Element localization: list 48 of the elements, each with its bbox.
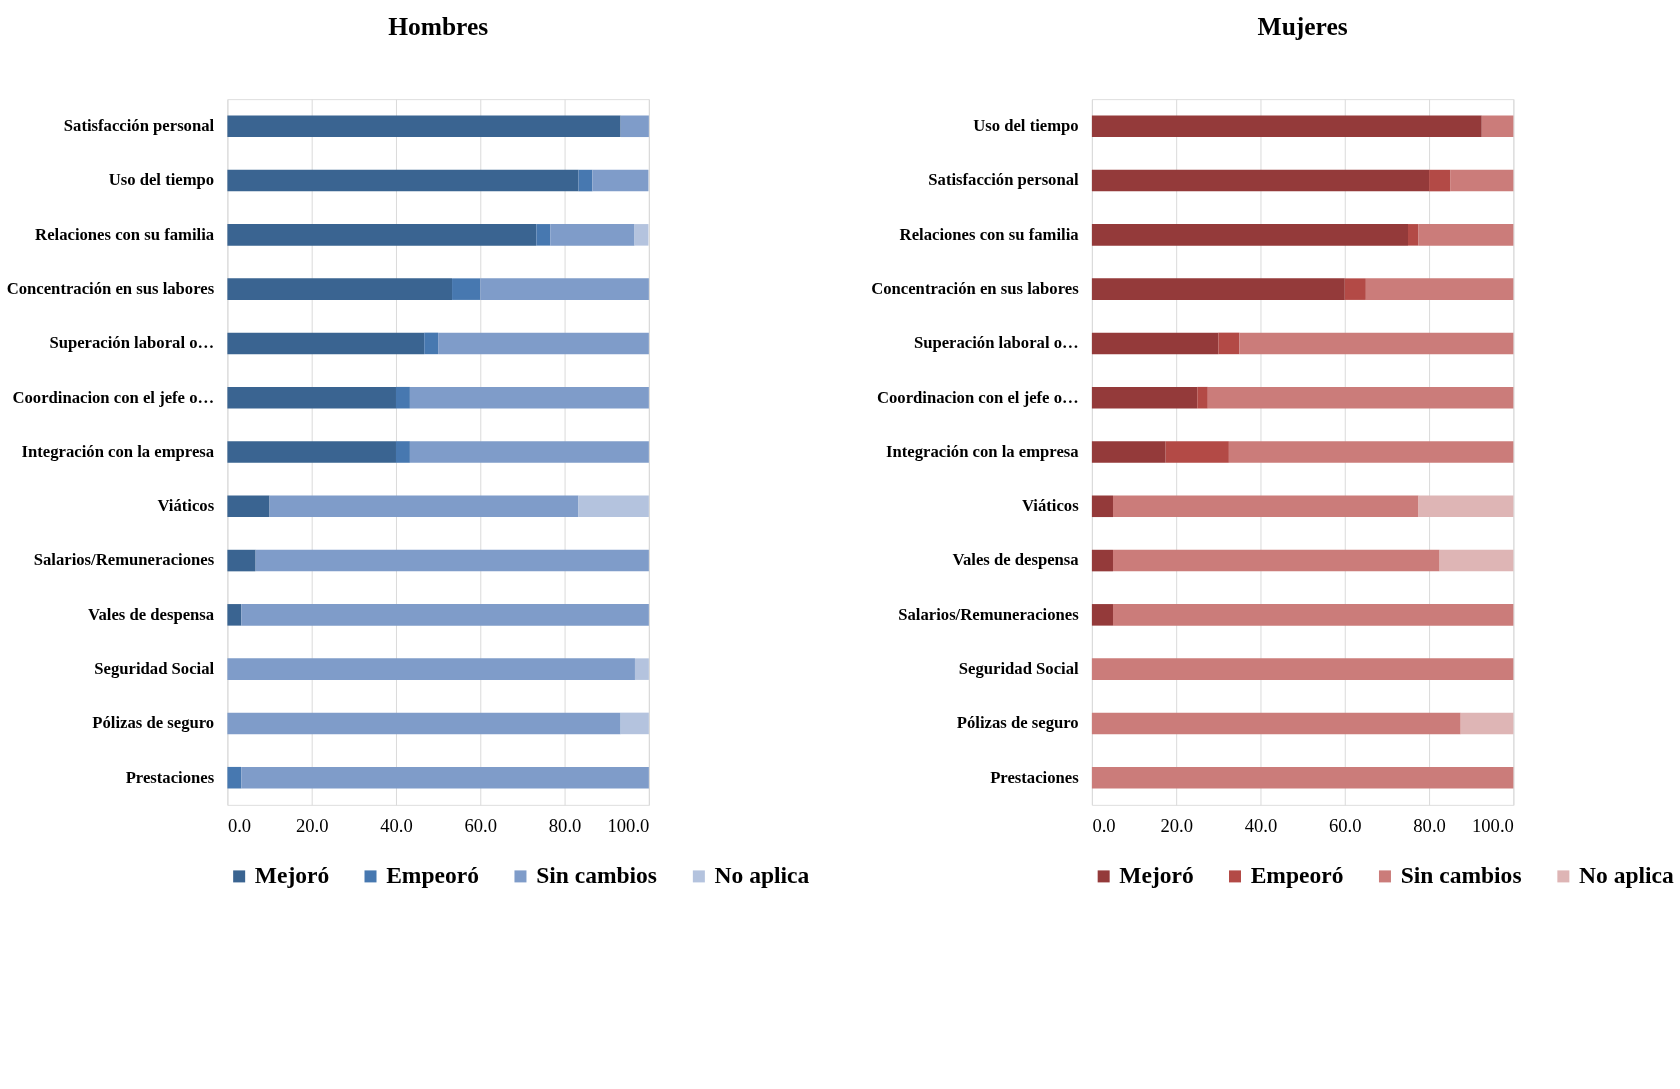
legend-label: Mejoró [1119, 862, 1194, 889]
y-tick-label: Pólizas de seguro [92, 713, 215, 733]
y-tick-label: Uso del tiempo [973, 116, 1079, 136]
x-tick-label: 0.0 [227, 814, 252, 836]
x-tick-label: 20.0 [1160, 814, 1193, 836]
y-tick-label: Coordinacion con el jefe o… [876, 387, 1079, 407]
y-tick-label: Vales de despensa [952, 550, 1080, 570]
y-tick-label: Pólizas de seguro [956, 713, 1079, 733]
legend-label: Sin cambios [536, 862, 658, 889]
y-tick-label: Satisfacción personal [928, 170, 1080, 190]
y-tick-label: Superación laboral o… [49, 333, 215, 353]
y-tick-label: Viáticos [157, 496, 215, 516]
legend-label: Mejoró [254, 862, 330, 889]
x-tick-label: 60.0 [1328, 814, 1362, 836]
x-tick-label: 40.0 [1244, 814, 1278, 836]
y-tick-label: Prestaciones [990, 767, 1080, 787]
chart-title: Hombres [388, 12, 489, 42]
y-tick-label: Integración con la empresa [886, 441, 1080, 461]
x-tick-label: 40.0 [380, 814, 413, 836]
legend-label: Empeoró [386, 862, 479, 889]
x-tick-label: 0.0 [1092, 814, 1116, 836]
x-tick-label: 20.0 [295, 814, 329, 836]
y-tick-label: Vales de despensa [87, 604, 215, 624]
y-tick-label: Integración con la empresa [21, 441, 215, 461]
x-tick-label: 60.0 [464, 814, 498, 836]
y-tick-label: Viáticos [1021, 496, 1080, 516]
legend-label: Empeoró [1250, 862, 1344, 889]
y-tick-label: Concentración en sus labores [871, 279, 1080, 299]
y-tick-label: Seguridad Social [94, 659, 215, 679]
legend-label: No aplica [1579, 862, 1674, 889]
x-tick-label: 80.0 [548, 814, 582, 836]
y-tick-label: Salarios/Remuneraciones [33, 550, 215, 570]
y-tick-label: Relaciones con su familia [899, 224, 1080, 244]
legend-label: No aplica [714, 862, 810, 889]
x-tick-label: 80.0 [1413, 814, 1446, 836]
x-tick-label: 100.0 [607, 814, 650, 836]
y-tick-label: Prestaciones [125, 767, 215, 787]
x-tick-label: 100.0 [1471, 814, 1514, 836]
y-tick-label: Salarios/Remuneraciones [898, 604, 1080, 624]
y-tick-label: Coordinacion con el jefe o… [12, 387, 215, 407]
y-tick-label: Relaciones con su familia [35, 224, 215, 244]
y-tick-label: Seguridad Social [958, 659, 1080, 679]
y-tick-label: Satisfacción personal [63, 116, 215, 136]
chart-title: Mujeres [1257, 12, 1348, 42]
legend-label: Sin cambios [1400, 862, 1522, 889]
y-tick-label: Concentración en sus labores [6, 279, 215, 299]
y-tick-label: Superación laboral o… [913, 333, 1079, 353]
y-tick-label: Uso del tiempo [108, 170, 215, 190]
